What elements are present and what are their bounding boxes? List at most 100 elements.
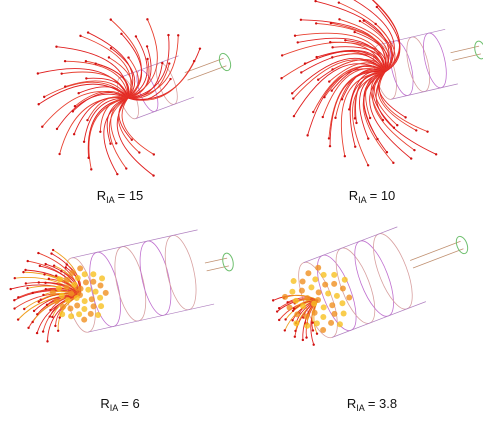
- streamline-tip: [17, 296, 19, 298]
- streamline-tip: [14, 277, 16, 279]
- streamline-tip: [330, 22, 332, 24]
- streamline-tip: [138, 151, 140, 153]
- cylinder-edge: [304, 227, 398, 263]
- streamline-tip: [36, 332, 38, 334]
- streamline-tip: [199, 47, 201, 49]
- core-dot: [312, 310, 318, 316]
- core-dot: [78, 286, 84, 292]
- core-dot: [82, 271, 88, 277]
- caption-rest: = 15: [118, 188, 144, 203]
- streamline-tip: [86, 119, 88, 121]
- streamline-tip: [52, 249, 54, 251]
- streamline-tip: [328, 80, 330, 82]
- streamline-tip: [146, 58, 148, 60]
- streamline-tip: [193, 60, 195, 62]
- caption: RIA= 3.8: [347, 396, 397, 413]
- core-dot: [337, 321, 343, 327]
- streamline-tip: [55, 45, 57, 47]
- streamline-tip: [83, 141, 85, 143]
- core-dot: [303, 313, 309, 319]
- streamline-tip: [312, 329, 314, 331]
- streamline-tip: [72, 110, 74, 112]
- streamline-tip: [311, 322, 313, 324]
- streamline-tip: [33, 310, 35, 312]
- streamline-tip: [382, 119, 384, 121]
- streamline-tip: [53, 264, 55, 266]
- streamline-tip: [116, 173, 118, 175]
- streamline-tip: [302, 339, 304, 341]
- streamline-tip: [376, 6, 378, 8]
- streamline-tip: [110, 18, 112, 20]
- streamline-tip: [55, 275, 57, 277]
- core-dot: [82, 298, 88, 304]
- streamline-tip: [392, 162, 394, 164]
- streamline-tip: [300, 71, 302, 73]
- core-dot: [325, 291, 331, 297]
- core-dot: [74, 302, 80, 308]
- core-dot: [91, 303, 97, 309]
- core-dot: [81, 317, 87, 323]
- streamline-tip: [48, 278, 50, 280]
- streamline-tip: [328, 137, 330, 139]
- streamline-tip: [9, 288, 11, 290]
- core-dot: [315, 265, 321, 271]
- streamline-tip: [13, 299, 15, 301]
- streamline-tip: [354, 117, 356, 119]
- streamline-tip: [367, 137, 369, 139]
- streamline-tip: [42, 294, 44, 296]
- core-dot: [59, 311, 65, 317]
- streamline-tip: [338, 1, 340, 3]
- streamline: [119, 98, 132, 140]
- streamline-tip: [410, 157, 412, 159]
- core-dot: [83, 279, 89, 285]
- streamline-tip: [73, 133, 75, 135]
- cylinder-edge: [88, 304, 214, 332]
- streamline-tip: [329, 145, 331, 147]
- core-dot: [331, 272, 337, 278]
- streamline-tip: [284, 329, 286, 331]
- streamline-tip: [314, 0, 316, 2]
- streamline-tip: [40, 299, 42, 301]
- cylinder-ring: [419, 31, 451, 90]
- streamline-tip: [300, 19, 302, 21]
- core-dot: [64, 277, 70, 283]
- streamline-tip: [315, 56, 317, 58]
- streamline-tip: [79, 35, 81, 37]
- caption-rest: = 6: [121, 396, 139, 411]
- streamline-tip: [125, 167, 127, 169]
- core-dot: [68, 313, 74, 319]
- streamline-tip: [272, 299, 274, 301]
- streamline-tip: [90, 168, 92, 170]
- streamline-tip: [355, 122, 357, 124]
- streamline-tip: [331, 56, 333, 58]
- streamline-tip: [49, 309, 51, 311]
- core-dot: [76, 311, 82, 317]
- streamline-tip: [44, 282, 46, 284]
- core-dot: [68, 290, 74, 296]
- streamline-tip: [56, 128, 58, 130]
- streamline-tip: [77, 92, 79, 94]
- streamline-tip: [393, 126, 395, 128]
- streamline: [356, 0, 400, 72]
- streamline-tip: [291, 92, 293, 94]
- streamline-tip: [293, 307, 295, 309]
- core-dot: [81, 306, 87, 312]
- core-dot: [97, 295, 103, 301]
- core-dot: [294, 311, 300, 317]
- core-dot: [287, 304, 293, 310]
- core-dot: [98, 283, 104, 289]
- streamline-tip: [57, 330, 59, 332]
- core-dot: [98, 303, 104, 309]
- streamline-tip: [177, 34, 179, 36]
- streamline-tip: [60, 270, 62, 272]
- streamline-tip: [109, 143, 111, 145]
- core-dot: [321, 304, 327, 310]
- core-dot: [88, 311, 94, 317]
- streamline-tip: [153, 153, 155, 155]
- streamline-tip: [278, 319, 280, 321]
- pipe-edge: [205, 258, 227, 263]
- streamline-tip: [74, 105, 76, 107]
- core-dot: [95, 312, 101, 318]
- core-dot: [300, 303, 306, 309]
- figure: RIA= 15 RIA= 10 RIA= 6 RIA= 3.8: [0, 0, 483, 423]
